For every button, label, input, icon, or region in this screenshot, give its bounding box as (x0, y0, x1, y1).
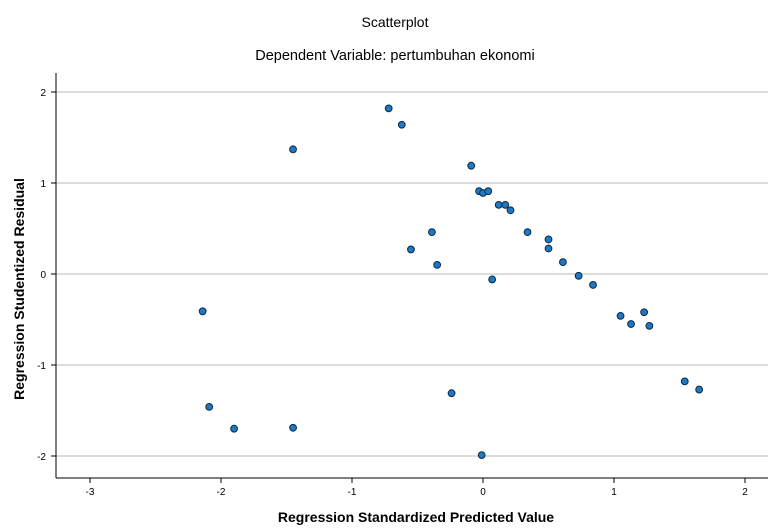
data-point (428, 228, 436, 237)
x-tick-label: -3 (86, 487, 95, 498)
data-point (559, 258, 567, 267)
chart-title: Scatterplot (361, 14, 429, 30)
data-point (433, 261, 442, 269)
data-point (289, 145, 297, 154)
data-point (384, 104, 393, 113)
data-point (467, 161, 476, 170)
data-point (640, 308, 649, 317)
y-tick-label: -2 (37, 452, 46, 463)
y-tick-label: 1 (40, 179, 46, 190)
data-point (407, 245, 415, 254)
data-point (616, 311, 625, 320)
data-point (589, 281, 597, 289)
data-point (523, 228, 532, 237)
x-tick-label: -1 (348, 487, 357, 498)
data-point (205, 402, 214, 411)
data-point (544, 244, 553, 253)
data-point (627, 320, 635, 328)
x-tick-label: 1 (611, 487, 617, 498)
data-point (447, 389, 456, 398)
data-point (680, 377, 689, 386)
x-tick-label: 2 (742, 487, 748, 498)
gridlines (56, 91, 768, 457)
x-tick-label: -2 (217, 487, 226, 498)
data-point (397, 120, 406, 129)
data-point (544, 235, 553, 244)
data-point (230, 424, 239, 433)
data-point (506, 206, 515, 215)
y-tick-label: 2 (40, 88, 46, 99)
data-point (695, 385, 704, 394)
data-point (484, 187, 493, 196)
y-tick-label: -1 (37, 361, 46, 372)
data-points (198, 104, 704, 459)
data-point (289, 423, 297, 432)
y-ticks: -2 -1 0 1 2 (37, 88, 56, 463)
x-ticks: -3 -2 -1 0 1 2 (86, 478, 748, 498)
y-axis-title: Regression Studentized Residual (11, 178, 27, 400)
data-point (488, 275, 497, 284)
data-point (198, 307, 207, 316)
data-point (494, 200, 503, 209)
data-point (477, 451, 486, 459)
data-point (574, 271, 583, 280)
y-tick-label: 0 (40, 270, 46, 281)
x-axis-title: Regression Standardized Predicted Value (278, 509, 554, 525)
data-point (645, 321, 654, 330)
x-tick-label: 0 (480, 487, 486, 498)
chart-subtitle: Dependent Variable: pertumbuhan ekonomi (255, 48, 535, 64)
data-point (501, 200, 510, 209)
